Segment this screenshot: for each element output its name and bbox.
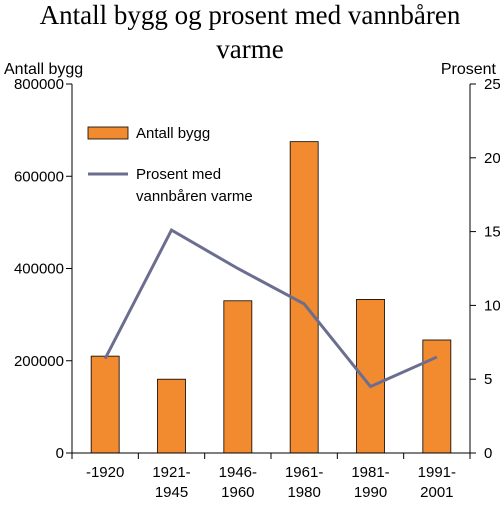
x-tick-label-1-0: 1921- — [152, 464, 190, 481]
right-tick-label-0: 0 — [484, 445, 492, 462]
bar-4 — [356, 299, 385, 454]
right-tick-label-3: 15 — [484, 224, 500, 241]
legend-label-bars: Antall bygg — [136, 125, 210, 142]
right-axis-title: Prosent — [441, 61, 497, 78]
left-tick-label-4: 800000 — [14, 76, 64, 93]
x-tick-label-2-0: 1946- — [219, 464, 257, 481]
chart-title-line-2: varme — [216, 34, 283, 64]
x-tick-label-3-0: 1961- — [285, 464, 323, 481]
left-tick-label-1: 200000 — [14, 353, 64, 370]
legend-label-line-2: vannbåren varme — [136, 188, 253, 205]
left-tick-label-3: 600000 — [14, 168, 64, 185]
left-tick-label-0: 0 — [56, 445, 64, 462]
x-tick-label-4-1: 1990 — [354, 484, 387, 501]
series-line-prosent — [103, 228, 438, 389]
right-tick-label-5: 25 — [484, 76, 500, 93]
plot-area: 0 200000 400000 600000 800000 0 5 10 15 20 25 -1920… — [14, 76, 500, 501]
x-tick-label-0-0: -1920 — [86, 464, 124, 481]
right-tick-label-4: 20 — [484, 150, 500, 167]
x-tick-label-5-0: 1991- — [418, 464, 456, 481]
right-tick-label-1: 5 — [484, 371, 492, 388]
chart-title-line-1: Antall bygg og prosent med vannbåren — [40, 0, 461, 30]
x-tick-label-2-1: 1960 — [221, 484, 254, 501]
x-tick-label-1-1: 1945 — [155, 484, 188, 501]
legend-swatch-bars — [87, 126, 129, 140]
x-tick-label-5-1: 2001 — [420, 484, 453, 501]
legend-label-line-1: Prosent med — [136, 166, 221, 183]
legend: Antall bygg Prosent med vannbåren varme — [87, 125, 253, 205]
left-axis-title: Antall bygg — [4, 61, 83, 78]
x-tick-label-4-0: 1981- — [351, 464, 389, 481]
bar-2 — [223, 300, 253, 454]
right-tick-label-2: 10 — [484, 297, 500, 314]
bar-0 — [90, 355, 120, 454]
left-tick-label-2: 400000 — [14, 261, 64, 278]
bar-5 — [422, 339, 452, 454]
bar-1 — [157, 378, 186, 454]
x-tick-label-3-1: 1980 — [287, 484, 320, 501]
